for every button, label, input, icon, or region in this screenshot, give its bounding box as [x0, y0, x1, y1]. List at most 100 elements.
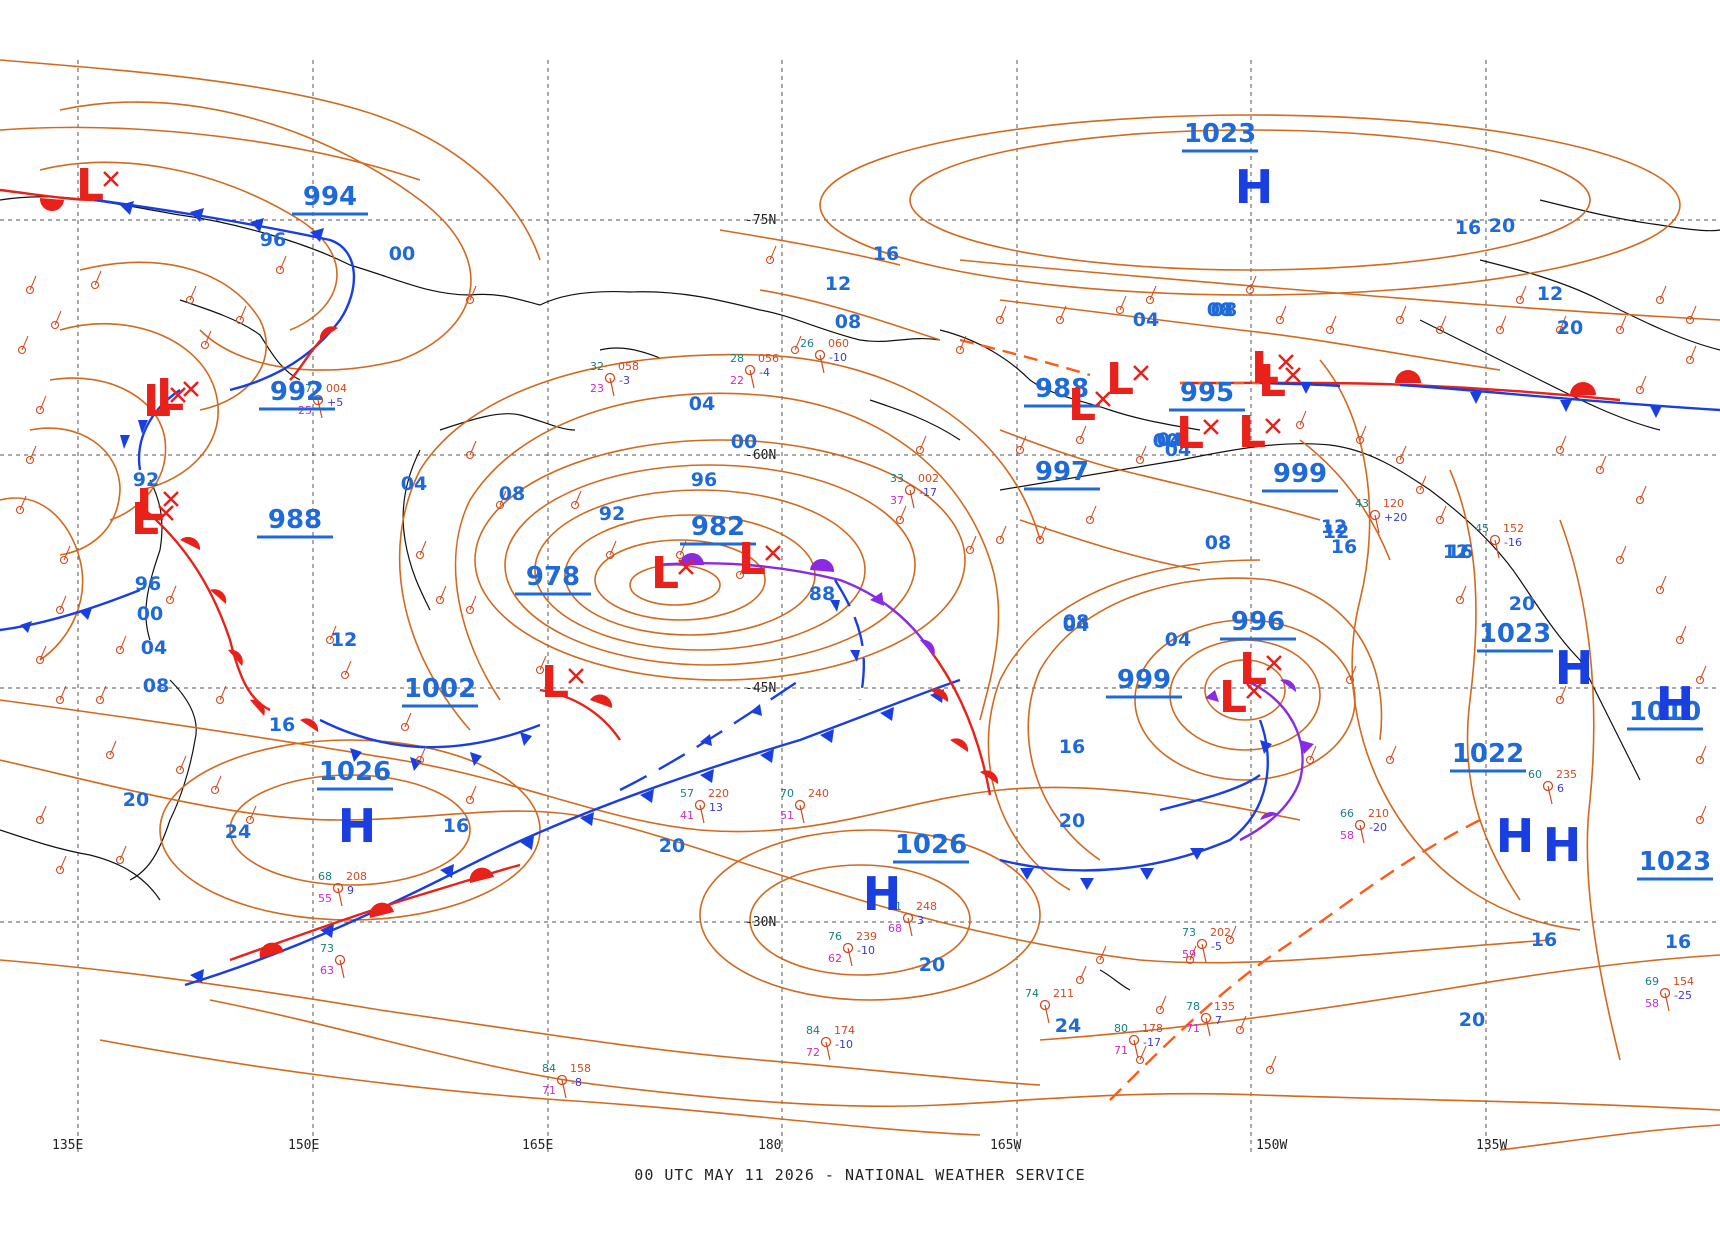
station-temperature: 33 — [890, 472, 904, 485]
station-temperature: 68 — [318, 870, 332, 883]
wind-barb — [1659, 285, 1667, 301]
wind-barb — [1299, 410, 1307, 426]
low-center-x-mark — [103, 171, 119, 187]
station-pressure: 002 — [918, 472, 939, 485]
station-circle — [1515, 295, 1525, 305]
station-marker — [35, 805, 47, 825]
wind-barb — [239, 305, 247, 321]
station-tendency: 3 — [917, 914, 924, 927]
station-circle — [245, 815, 255, 825]
station-marker — [1075, 965, 1087, 985]
station-marker — [465, 595, 477, 615]
station-circle — [842, 942, 854, 954]
wind-barb — [539, 655, 547, 671]
wind-barb — [1099, 945, 1107, 961]
wind-barb — [919, 435, 927, 451]
station-marker — [1055, 305, 1067, 325]
station-temperature: 66 — [1340, 807, 1354, 820]
station-pressure: 235 — [1556, 768, 1577, 781]
wind-barb — [214, 775, 222, 791]
station-circle — [1345, 675, 1355, 685]
low-symbol: L — [136, 480, 164, 531]
station-circle — [556, 1074, 568, 1086]
low-center-x-mark — [1203, 419, 1219, 435]
station-circle — [1369, 509, 1381, 521]
low-center-x-mark — [568, 668, 584, 684]
wind-barb — [1689, 345, 1697, 361]
station-circle — [15, 505, 25, 515]
station-plot: 26 060-10 — [800, 337, 849, 374]
station-plot: 66 210 58 -20 — [1340, 807, 1389, 844]
station-dewpoint: 72 — [806, 1046, 820, 1059]
wind-barb — [1559, 435, 1567, 451]
station-marker — [1685, 305, 1697, 325]
station-circle — [1555, 695, 1565, 705]
wind-barb — [63, 545, 71, 561]
wind-barb — [1559, 315, 1567, 331]
station-marker — [415, 540, 427, 560]
station-circle — [175, 765, 185, 775]
warm-front — [229, 863, 521, 962]
wind-barb — [469, 595, 477, 611]
station-temperature: 73 — [1182, 926, 1196, 939]
station-marker — [25, 445, 37, 465]
wind-barb — [561, 1079, 567, 1099]
isobar-label: 12 — [1323, 521, 1349, 543]
station-circle — [1555, 325, 1565, 335]
wind-barb — [1349, 665, 1357, 681]
station-marker — [465, 785, 477, 805]
central-pressure-label: 988 — [1035, 374, 1089, 404]
longitude-label: 135E — [52, 1138, 83, 1153]
station-marker — [55, 595, 67, 615]
low-symbol: L — [1068, 380, 1096, 431]
station-circle — [814, 349, 826, 361]
station-tendency: +5 — [327, 396, 343, 409]
isobar-label: 04 — [401, 473, 427, 495]
station-circle — [55, 605, 65, 615]
station-circle — [1015, 445, 1025, 455]
station-marker — [415, 745, 427, 765]
station-temperature: 74 — [1025, 987, 1039, 1000]
wind-barb — [1269, 1055, 1277, 1071]
station-temperature: 80 — [1114, 1022, 1128, 1035]
station-circle — [1085, 515, 1095, 525]
wind-barb — [1399, 305, 1407, 321]
station-marker — [1555, 315, 1567, 335]
wind-barb — [119, 635, 127, 651]
wind-barb — [1279, 305, 1287, 321]
station-circle — [1115, 305, 1125, 315]
station-circle — [955, 345, 965, 355]
central-pressure-label: 992 — [270, 377, 324, 407]
station-circle — [325, 635, 335, 645]
station-circle — [17, 345, 27, 355]
station-marker — [1305, 745, 1317, 765]
station-circle — [165, 595, 175, 605]
isobar-label: 12 — [331, 629, 357, 651]
station-circle — [1635, 385, 1645, 395]
station-circle — [1075, 435, 1085, 445]
isobar-label: 16 — [443, 815, 469, 837]
station-marker — [1655, 285, 1667, 305]
central-pressure-label: 1026 — [895, 830, 967, 860]
central-pressure-label: 994 — [303, 182, 357, 212]
station-plot: 78 135 71 7 — [1186, 1000, 1235, 1037]
isobar-label: 08 — [1211, 299, 1237, 321]
station-marker — [1395, 445, 1407, 465]
wind-barb — [21, 335, 29, 351]
low-symbol: L — [1238, 407, 1266, 458]
low-symbol: L — [1219, 672, 1247, 723]
station-tendency: -10 — [829, 351, 847, 364]
warm-front — [144, 509, 271, 712]
station-marker — [59, 545, 71, 565]
latitude-label: -45N — [745, 681, 776, 696]
station-temperature: 32 — [590, 360, 604, 373]
station-marker — [1075, 425, 1087, 445]
station-circle — [1275, 315, 1285, 325]
station-circle — [25, 455, 35, 465]
low-center-x-mark — [163, 491, 179, 507]
station-tendency: +20 — [1384, 511, 1407, 524]
wind-barb — [189, 285, 197, 301]
cold-front — [137, 389, 181, 471]
wind-barb — [439, 585, 447, 601]
